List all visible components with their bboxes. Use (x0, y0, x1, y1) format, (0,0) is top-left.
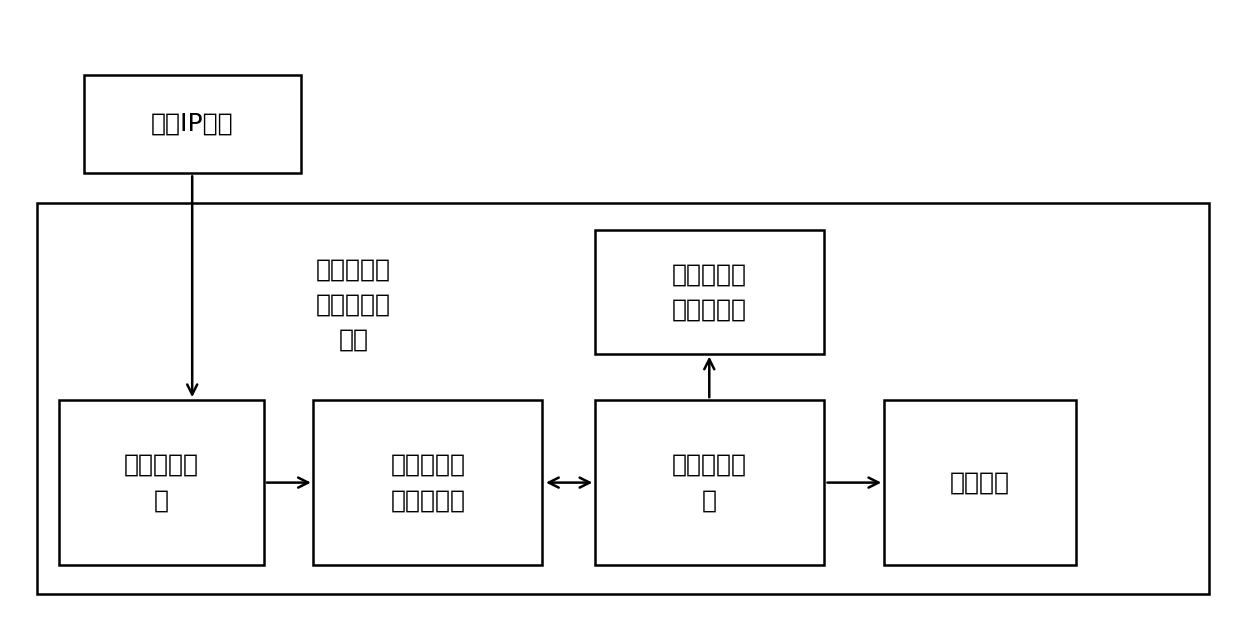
Text: 燃气运行状
态展示模块: 燃气运行状 态展示模块 (391, 453, 465, 512)
Text: 报警模块: 报警模块 (950, 471, 1009, 495)
Bar (883, 400, 1076, 565)
Bar (594, 231, 823, 354)
Bar (594, 400, 823, 565)
Text: 模式识别模
块: 模式识别模 块 (672, 453, 746, 512)
Bar (312, 400, 542, 565)
Text: 数据接收模
块: 数据接收模 块 (124, 453, 198, 512)
Text: 燃气管道泄
露报警管理
系统: 燃气管道泄 露报警管理 系统 (316, 257, 391, 352)
Bar (60, 400, 264, 565)
Bar (37, 203, 1209, 594)
Text: 固定IP线路: 固定IP线路 (151, 112, 233, 136)
Text: 燃气泄露智
能学习模块: 燃气泄露智 能学习模块 (672, 262, 746, 322)
Bar (84, 74, 300, 173)
